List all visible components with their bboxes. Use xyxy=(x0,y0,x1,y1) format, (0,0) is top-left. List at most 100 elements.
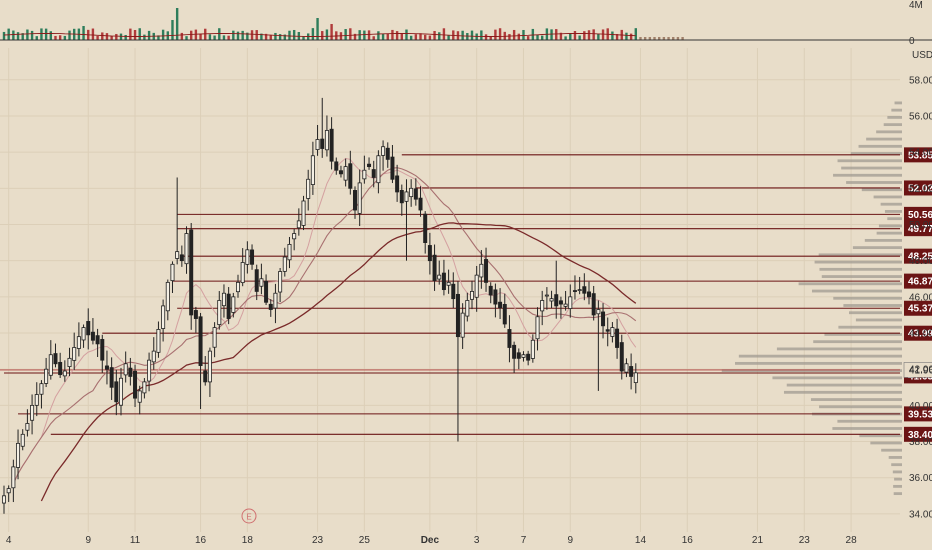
candle-body xyxy=(577,289,582,292)
candle-body xyxy=(20,433,25,447)
price-tick-label: 52.00 xyxy=(909,184,932,195)
candle xyxy=(516,348,521,370)
candle-body xyxy=(338,170,343,175)
volume-profile-bar xyxy=(880,202,902,206)
candle-body xyxy=(352,190,357,211)
candle-body xyxy=(123,363,128,376)
candle xyxy=(179,245,184,267)
time-tick-label: 9 xyxy=(85,535,91,546)
candle-body xyxy=(526,353,531,361)
candle xyxy=(367,157,372,170)
candle xyxy=(44,357,49,388)
candle-body xyxy=(296,220,301,229)
time-tick-label: 16 xyxy=(195,535,207,546)
volume-bar xyxy=(541,35,544,40)
volume-profile-bar xyxy=(798,282,902,286)
candle xyxy=(498,288,503,319)
level-price-label: 49.77 xyxy=(908,224,932,235)
volume-bar xyxy=(526,36,530,40)
volume-bar xyxy=(213,35,216,40)
candle xyxy=(474,265,479,312)
candle xyxy=(72,332,77,370)
volume-bar xyxy=(569,33,572,40)
volume-profile-bar xyxy=(832,427,902,430)
candle xyxy=(558,296,563,319)
volume-profile-bar xyxy=(786,383,902,387)
candle-body xyxy=(516,352,521,359)
volume-bar xyxy=(321,31,324,40)
candle xyxy=(193,306,198,333)
candle-body xyxy=(76,336,81,349)
volume-bar xyxy=(330,24,333,40)
candle xyxy=(521,351,526,362)
candle xyxy=(460,303,465,349)
volume-bar xyxy=(26,29,29,40)
price-tick-label: 44.00 xyxy=(909,329,932,340)
candle xyxy=(301,195,306,231)
candle-body xyxy=(615,328,620,348)
candle xyxy=(409,179,414,207)
time-tick-label: 21 xyxy=(752,535,764,546)
volume-profile-bar xyxy=(866,137,902,141)
volume-average-line xyxy=(3,33,636,37)
volume-bar xyxy=(643,37,647,40)
volume-bar xyxy=(672,37,675,40)
candle xyxy=(217,291,222,330)
candle-body xyxy=(95,335,100,345)
volume-profile-bar xyxy=(838,325,902,329)
volume-profile-bar xyxy=(858,144,902,148)
level-price-tag xyxy=(904,206,932,222)
candle-body xyxy=(512,344,517,359)
candle-body xyxy=(591,293,596,316)
volume-bar xyxy=(325,29,329,40)
volume-profile-bar xyxy=(738,354,902,358)
volume-bar xyxy=(133,29,137,40)
candle-body xyxy=(179,254,184,262)
time-tick-label: 7 xyxy=(521,535,527,546)
volume-bar xyxy=(269,35,272,40)
candle-body xyxy=(133,370,138,399)
candle-body xyxy=(460,312,465,338)
candle-body xyxy=(451,283,456,300)
time-axis: 4 9 11 16 18 23 25 Dec 3 7 9 14 16 21 23 28 xyxy=(6,535,857,546)
volume-bar xyxy=(110,36,113,40)
candle xyxy=(577,276,582,295)
candle xyxy=(212,322,217,358)
candle-body xyxy=(334,161,339,171)
volume-profile-bar xyxy=(837,419,902,423)
candle xyxy=(549,290,554,309)
candle-body xyxy=(25,423,30,431)
volume-profile-bar xyxy=(887,217,902,221)
candle xyxy=(142,378,147,399)
volume-profile-bar xyxy=(811,289,902,293)
candle-body xyxy=(72,347,77,361)
candle xyxy=(338,165,343,178)
candle xyxy=(184,226,189,274)
volume-profile-bar xyxy=(721,369,902,373)
volume-bar xyxy=(35,36,38,40)
volume-bar xyxy=(522,29,525,40)
candle-body xyxy=(100,339,105,361)
volume-bar xyxy=(7,28,10,40)
candle-body xyxy=(624,363,629,373)
candle xyxy=(563,290,568,311)
ma-long xyxy=(40,222,637,502)
volume-bar xyxy=(363,30,366,40)
volume-bar xyxy=(597,33,600,40)
candle-body xyxy=(254,269,259,292)
candle xyxy=(207,347,212,397)
volume-bar xyxy=(260,33,263,40)
candle xyxy=(530,334,535,363)
candle xyxy=(572,275,577,300)
candle-body xyxy=(540,300,545,312)
volume-bar xyxy=(494,29,497,40)
volume-profile-bar xyxy=(881,448,902,452)
time-tick-label: 25 xyxy=(359,535,371,546)
volume-bar xyxy=(438,32,441,40)
volume-bar xyxy=(648,37,652,40)
volume-bar xyxy=(227,35,230,40)
volume-profile-bar xyxy=(846,181,902,184)
candle xyxy=(469,280,474,310)
earnings-marker[interactable]: E xyxy=(241,508,257,524)
candle xyxy=(395,164,400,202)
